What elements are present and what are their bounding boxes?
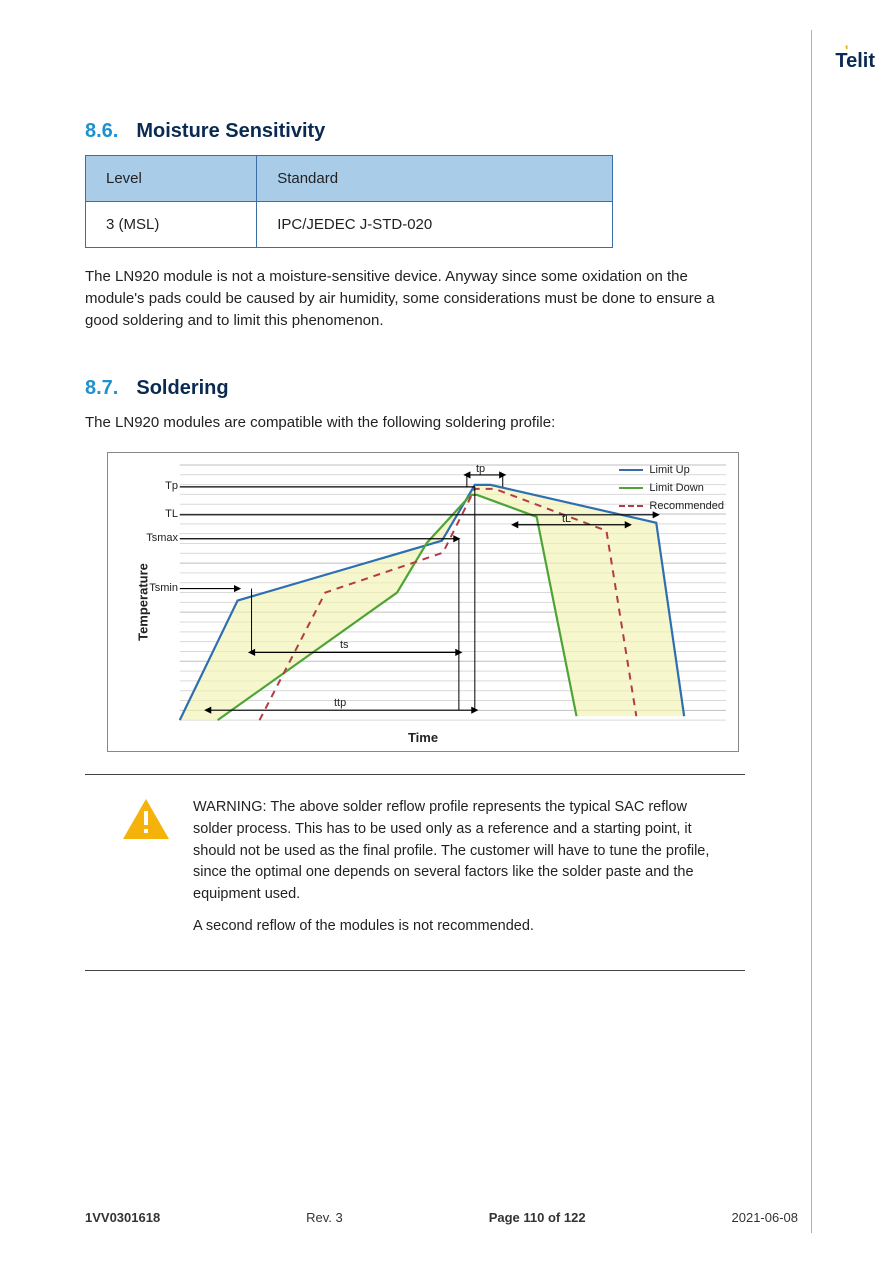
soldering-intro: The LN920 modules are compatible with th… — [85, 412, 745, 434]
cell-standard: IPC/JEDEC J-STD-020 — [257, 202, 613, 248]
legend-label: Recommended — [649, 500, 724, 512]
footer-rev: Rev. 3 — [306, 1210, 343, 1225]
warning-paragraph: A second reflow of the modules is not re… — [193, 916, 729, 938]
cell-level: 3 (MSL) — [86, 202, 257, 248]
chart-legend: Limit Up Limit Down Recommended — [619, 461, 724, 515]
legend-item: Limit Up — [619, 461, 724, 479]
section-86-title: Moisture Sensitivity — [136, 120, 325, 143]
x-axis-title: Time — [408, 730, 438, 745]
footer-docid: 1VV0301618 — [85, 1210, 160, 1225]
reflow-profile-chart: Temperature Time Tp TL Tsmax Tsmin tp tL ts tt… — [107, 452, 739, 752]
side-separator — [811, 30, 812, 1233]
brand-name: Telit — [835, 50, 875, 72]
plot-label: ttp — [334, 697, 346, 709]
legend-swatch — [619, 487, 643, 489]
plot-label: tp — [476, 463, 485, 475]
page-root: ′ Telit 8.6. Moisture Sensitivity Level … — [0, 0, 893, 1263]
legend-swatch — [619, 505, 643, 507]
footer-date: 2021-06-08 — [732, 1210, 799, 1225]
footer-page-label: Page 110 of 122 — [489, 1210, 586, 1225]
y-tick-label: Tsmin — [130, 582, 178, 594]
spacer — [85, 337, 745, 377]
col-standard: Standard — [257, 156, 613, 202]
brand-logo: ′ Telit — [835, 50, 875, 73]
warning-paragraph: WARNING: The above solder reflow profile… — [193, 797, 729, 906]
y-axis-title: Temperature — [135, 563, 150, 641]
moisture-table: Level Standard 3 (MSL) IPC/JEDEC J-STD-0… — [85, 155, 613, 248]
legend-swatch — [619, 469, 643, 471]
divider-bottom — [85, 970, 745, 971]
y-tick-label: Tp — [130, 480, 178, 492]
section-86-num: 8.6. — [85, 120, 118, 143]
warning-block: WARNING: The above solder reflow profile… — [85, 797, 745, 948]
legend-label: Limit Up — [649, 464, 689, 476]
moisture-paragraph: The LN920 module is not a moisture-sensi… — [85, 266, 745, 331]
plot-label: ts — [340, 639, 349, 651]
y-tick-label: TL — [130, 508, 178, 520]
footer-page: Page 110 of 122 — [489, 1210, 586, 1225]
col-level: Level — [86, 156, 257, 202]
warning-icon — [121, 797, 171, 841]
divider-top — [85, 774, 745, 775]
plot-label: tL — [562, 513, 571, 525]
section-87-title: Soldering — [136, 377, 228, 400]
page-footer: 1VV0301618 Rev. 3 Page 110 of 122 2021-0… — [85, 1210, 798, 1225]
table-header-row: Level Standard — [86, 156, 613, 202]
section-86-heading: 8.6. Moisture Sensitivity — [85, 120, 745, 143]
warning-text: WARNING: The above solder reflow profile… — [193, 797, 729, 948]
section-87-heading: 8.7. Soldering — [85, 377, 745, 400]
legend-item: Recommended — [619, 497, 724, 515]
page-content: 8.6. Moisture Sensitivity Level Standard… — [85, 120, 745, 993]
legend-item: Limit Down — [619, 479, 724, 497]
table-row: 3 (MSL) IPC/JEDEC J-STD-020 — [86, 202, 613, 248]
section-87-num: 8.7. — [85, 377, 118, 400]
y-tick-label: Tsmax — [130, 532, 178, 544]
legend-label: Limit Down — [649, 482, 703, 494]
